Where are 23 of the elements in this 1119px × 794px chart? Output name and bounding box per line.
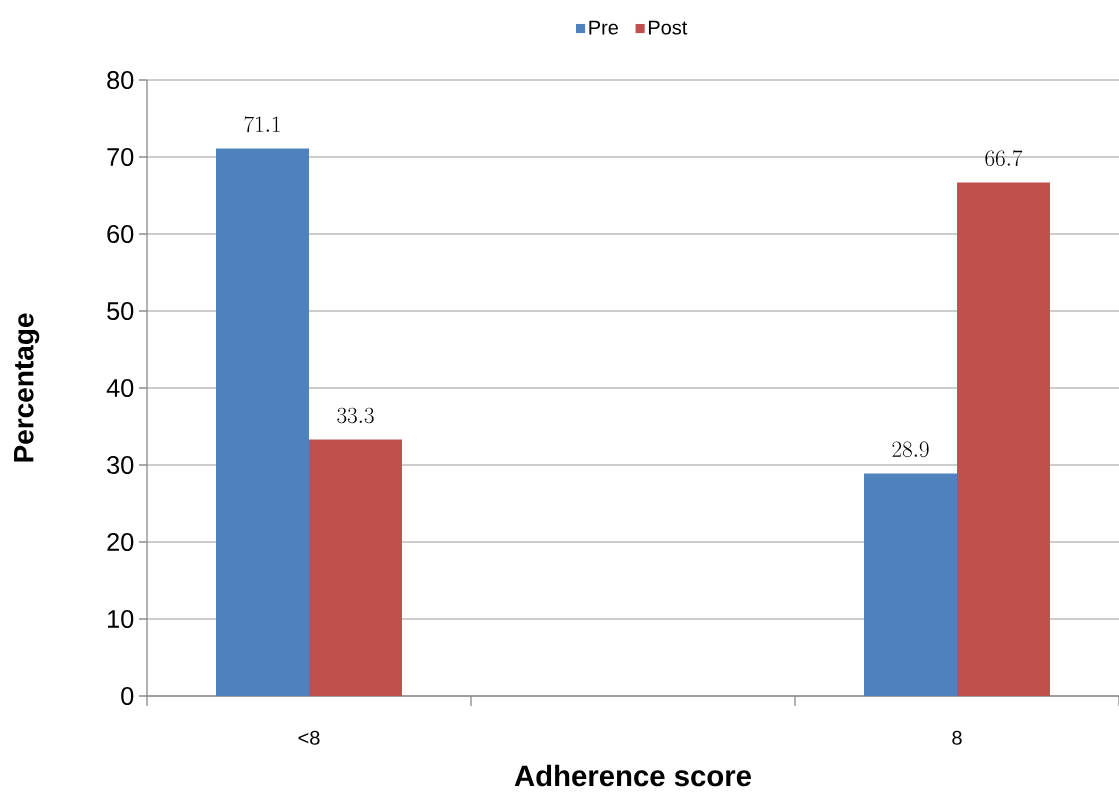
y-tick-label: 80 [107, 71, 134, 89]
x-tick-label: 8 [952, 730, 962, 745]
y-tick-label: 40 [106, 379, 134, 397]
y-tick-label: 0 [121, 687, 134, 705]
y-tick-label: 10 [108, 610, 134, 628]
y-tick-label: 60 [107, 225, 134, 243]
x-tick-label: <8 [298, 730, 320, 745]
bar [216, 148, 310, 696]
legend-label: Post [648, 20, 688, 35]
bar [957, 182, 1051, 696]
bar [864, 473, 958, 696]
data-label: 66.7 [985, 150, 1023, 167]
legend-label: Pre [589, 20, 618, 35]
y-tick-label: 70 [107, 148, 134, 166]
data-label: 28.9 [892, 441, 929, 458]
y-tick-label: 50 [107, 302, 134, 320]
x-axis-title: Adherence score [514, 764, 751, 787]
y-axis-title: Percentage [14, 313, 40, 462]
data-label: 33.3 [337, 407, 374, 424]
bar [309, 439, 403, 696]
y-tick-label: 30 [107, 456, 134, 474]
y-tick-label: 20 [107, 533, 134, 551]
data-label: 71 . 1 [244, 116, 280, 133]
